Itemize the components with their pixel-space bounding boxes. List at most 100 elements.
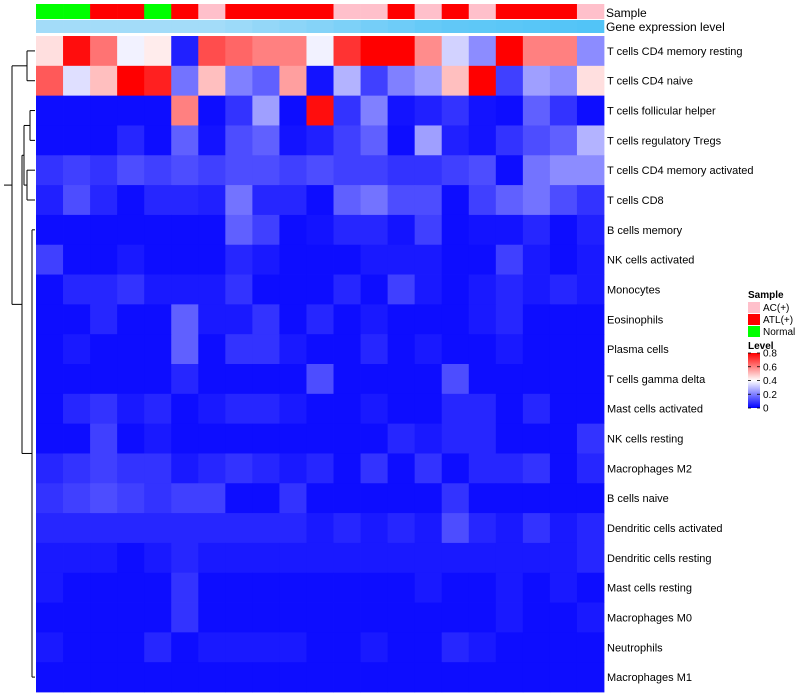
heatmap-cell xyxy=(36,334,64,365)
heatmap-cell xyxy=(576,65,605,97)
heatmap-cell xyxy=(576,393,605,425)
heatmap-cell xyxy=(441,244,470,275)
heatmap-cell xyxy=(441,483,470,514)
heatmap-cell xyxy=(495,602,524,633)
heatmap-cell xyxy=(576,364,605,395)
heatmap-cell xyxy=(63,423,91,454)
heatmap-cell xyxy=(63,483,91,514)
heatmap-cell xyxy=(90,572,118,603)
heatmap-cell xyxy=(306,572,334,603)
heatmap-cell xyxy=(522,602,551,633)
heatmap-cell xyxy=(495,393,524,425)
heatmap-cell xyxy=(144,95,172,126)
heatmap-cell xyxy=(468,185,497,216)
heatmap-cell xyxy=(306,155,334,186)
heatmap-cell xyxy=(225,36,253,67)
heatmap-cell xyxy=(171,453,199,484)
heatmap-cell xyxy=(522,483,551,514)
expression-level-annotation-cell xyxy=(90,20,118,33)
row-label: NK cells resting xyxy=(607,434,683,446)
heatmap-cell xyxy=(198,483,226,514)
heatmap-cell xyxy=(63,364,91,395)
sample-annotation-cell xyxy=(252,4,280,19)
heatmap-cell xyxy=(144,513,172,544)
heatmap-cell xyxy=(549,542,578,574)
heatmap-cell xyxy=(468,572,497,603)
sample-legend-entries: AC(+)ATL(+)Normal xyxy=(748,302,795,338)
sample-annotation-cell xyxy=(576,4,605,19)
heatmap-cell xyxy=(117,572,145,603)
heatmap-cell xyxy=(279,483,307,514)
heatmap-cell xyxy=(36,36,64,67)
heatmap-cell xyxy=(414,125,443,156)
row-dendrogram xyxy=(4,50,35,678)
heatmap-cell xyxy=(441,572,470,603)
heatmap-cell xyxy=(495,483,524,514)
heatmap-cell xyxy=(198,244,226,275)
heatmap-cell xyxy=(414,274,443,305)
heatmap-cell xyxy=(252,244,280,275)
heatmap-cell xyxy=(306,334,334,365)
heatmap-cell xyxy=(360,393,389,425)
heatmap-cell xyxy=(387,185,416,216)
heatmap-cell xyxy=(522,214,551,246)
heatmap-cell xyxy=(360,364,389,395)
heatmap-cell xyxy=(63,572,91,603)
heatmap-cell xyxy=(252,304,280,335)
heatmap-cell xyxy=(279,632,307,663)
heatmap-cell xyxy=(306,542,334,574)
heatmap-cell xyxy=(198,572,226,603)
heatmap-cell xyxy=(333,542,361,574)
heatmap-cell xyxy=(360,542,389,574)
heatmap-cell xyxy=(441,513,470,544)
heatmap-cell xyxy=(576,572,605,603)
heatmap-cell xyxy=(387,36,416,67)
heatmap-cell xyxy=(495,36,524,67)
row-label: T cells CD4 naive xyxy=(607,76,693,88)
heatmap-cell xyxy=(306,513,334,544)
heatmap-cell xyxy=(441,334,470,365)
heatmap-cell xyxy=(252,274,280,305)
sample-annotation-cell xyxy=(333,4,361,19)
level-legend-tick-label: 0.6 xyxy=(763,362,777,373)
heatmap-cell xyxy=(36,65,64,97)
heatmap-cell xyxy=(306,602,334,633)
heatmap-cell xyxy=(279,334,307,365)
heatmap-cell xyxy=(90,602,118,633)
row-label: T cells gamma delta xyxy=(607,374,706,386)
heatmap-cell xyxy=(549,364,578,395)
heatmap-cell xyxy=(252,214,280,246)
heatmap-cell xyxy=(468,334,497,365)
heatmap-cell xyxy=(36,423,64,454)
heatmap-cell xyxy=(468,364,497,395)
heatmap-cell xyxy=(468,662,497,693)
heatmap-cell xyxy=(441,632,470,663)
heatmap-cell xyxy=(279,423,307,454)
heatmap-cell xyxy=(198,364,226,395)
expression-level-annotation-cell xyxy=(495,20,524,33)
heatmap-cell xyxy=(252,483,280,514)
heatmap-cell xyxy=(441,155,470,186)
heatmap-cell xyxy=(198,423,226,454)
heatmap-cell xyxy=(198,662,226,693)
heatmap-cell xyxy=(63,513,91,544)
heatmap-cell xyxy=(117,423,145,454)
heatmap-cell xyxy=(279,36,307,67)
heatmap-cell xyxy=(198,542,226,574)
heatmap-cell xyxy=(387,65,416,97)
heatmap-cell xyxy=(63,632,91,663)
heatmap-cell xyxy=(63,244,91,275)
heatmap-cell xyxy=(495,453,524,484)
heatmap-cell xyxy=(333,483,361,514)
heatmap-cell xyxy=(225,364,253,395)
heatmap-cell xyxy=(414,65,443,97)
heatmap-cell xyxy=(576,36,605,67)
heatmap-cell xyxy=(36,95,64,126)
heatmap-cell xyxy=(360,125,389,156)
heatmap-cell xyxy=(549,95,578,126)
heatmap-cell xyxy=(549,334,578,365)
heatmap-cell xyxy=(63,36,91,67)
heatmap-cell xyxy=(225,214,253,246)
heatmap-cell xyxy=(63,393,91,425)
heatmap-cell xyxy=(144,393,172,425)
